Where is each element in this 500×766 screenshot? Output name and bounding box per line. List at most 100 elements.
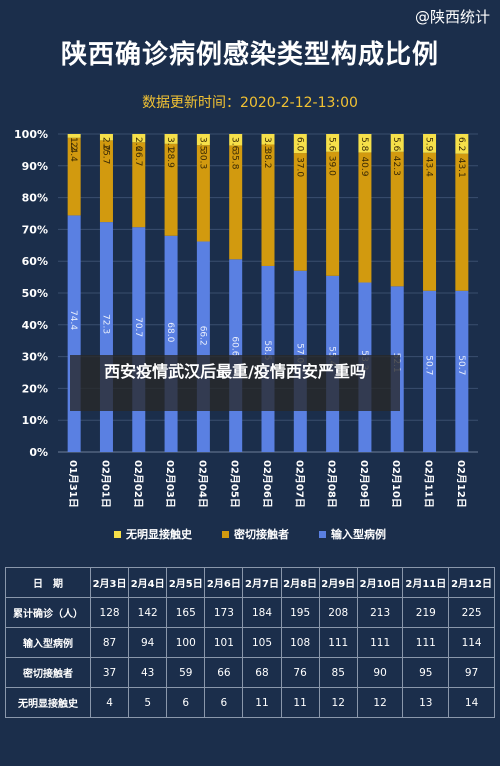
bar-segment-imported [67, 215, 81, 452]
table-cell: 225 [448, 597, 495, 628]
table-date: 2月7日 [242, 567, 282, 598]
y-tick-label: 0% [29, 446, 48, 459]
table-cell: 87 [89, 627, 130, 658]
bar-segment-imported [455, 290, 469, 452]
value-label-unknown: 6.2 [456, 137, 466, 151]
table-cell: 100 [166, 627, 206, 658]
y-tick-label: 10% [22, 414, 48, 427]
x-tick-label: 02月02日 [132, 460, 144, 508]
value-label-imported: 60.6 [230, 336, 240, 356]
value-label-unknown: 5.6 [327, 137, 337, 152]
value-label-unknown: 3.5 [197, 137, 207, 151]
bar-segment-unknown [99, 134, 113, 141]
legend-label-close-contact: 密切接触者 [234, 528, 289, 541]
value-label-unknown: 3.1 [165, 137, 175, 151]
table-cell: 12 [318, 687, 358, 718]
table-cell: 59 [166, 657, 206, 688]
table-cell: 128 [89, 597, 130, 628]
value-label-close-contact: 38.2 [262, 148, 272, 168]
table-cell: 184 [242, 597, 282, 628]
chart-title: 陕西确诊病例感染类型构成比例 [60, 40, 439, 70]
x-tick-label: 02月03日 [164, 460, 176, 508]
table-date: 2月5日 [166, 567, 206, 598]
value-label-close-contact: 30.3 [197, 149, 207, 169]
table-row: 无明显接触史 4 5 6 6 11 11 12 12 13 14 [5, 687, 495, 718]
table-cell: 6 [204, 687, 244, 718]
y-tick-label: 70% [22, 223, 48, 236]
bar-segment-unknown [164, 134, 178, 144]
table-cell: 90 [356, 657, 404, 688]
bar-segment-unknown [67, 134, 81, 138]
table-cell: 108 [280, 627, 320, 658]
y-tick-label: 90% [22, 160, 48, 173]
table-cell: 11 [280, 687, 320, 718]
table-corner: 日 期 [5, 567, 91, 598]
value-label-close-contact: 35.8 [230, 149, 240, 169]
legend-label-imported: 输入型病例 [331, 528, 386, 541]
stats-table: 日 期 2月3日 2月4日 2月5日 2月6日 2月7日 2月8日 2月9日 2… [5, 567, 495, 718]
value-label-unknown: 1.2 [68, 137, 78, 151]
x-tick-label: 02月06日 [261, 460, 273, 508]
table-cell: 37 [89, 657, 130, 688]
x-tick-label: 02月12日 [455, 460, 467, 508]
legend: 无明显接触史 密切接触者 输入型病例 [0, 526, 500, 542]
table-cell: 111 [402, 627, 450, 658]
table-date: 2月4日 [128, 567, 168, 598]
bar-segment-close-contact [67, 137, 81, 216]
table-cell: 105 [242, 627, 282, 658]
x-tick-label: 02月10日 [390, 460, 402, 508]
bar-segment-unknown [229, 134, 243, 146]
bar-segment-imported [423, 290, 437, 452]
stacked-bar-chart: 0% 10% 20% 30% 40% 50% 60% 70% 80% 90% 100% 01月31日… [14, 128, 478, 508]
value-label-close-contact: 37.0 [294, 157, 304, 177]
bar-segment-imported [132, 227, 146, 452]
bar-segment-close-contact [164, 143, 178, 236]
table-cell: 165 [166, 597, 206, 628]
bar-segment-close-contact [132, 142, 146, 228]
table-cell: 66 [204, 657, 244, 688]
overlay-banner[interactable]: 西安疫情武汉后最重/疫情西安严重吗 [70, 355, 400, 411]
table-cell: 95 [402, 657, 450, 688]
x-tick-label: 02月09日 [358, 460, 370, 508]
x-tick-label: 01月31日 [67, 460, 79, 508]
value-label-unknown: 2.6 [133, 137, 143, 152]
bar-segment-close-contact [358, 152, 372, 283]
value-label-imported: 50.7 [424, 355, 434, 375]
table-cell: 173 [204, 597, 244, 628]
watermark: @陕西统计 [414, 8, 490, 26]
x-tick-label: 02月11日 [423, 460, 435, 508]
table-cell: 94 [128, 627, 168, 658]
legend-label-unknown: 无明显接触史 [126, 528, 192, 541]
table-cell: 43 [128, 657, 168, 688]
table-header-row: 日 期 2月3日 2月4日 2月5日 2月6日 2月7日 2月8日 2月9日 2… [5, 567, 495, 598]
bar-segment-unknown [423, 134, 437, 153]
y-tick-label: 30% [22, 351, 48, 364]
bar-segment-unknown [358, 134, 372, 153]
value-label-close-contact: 25.7 [100, 144, 110, 164]
value-label-imported: 57.0 [294, 343, 304, 363]
y-tick-label: 20% [22, 382, 48, 395]
x-tick-label: 02月01日 [99, 460, 111, 508]
table-cell: 5 [128, 687, 168, 718]
value-label-imported: 68.0 [165, 322, 175, 342]
table-date: 2月11日 [402, 567, 450, 598]
value-label-unknown: 3.6 [230, 137, 240, 152]
value-label-unknown: 2.0 [100, 137, 110, 152]
y-tick-label: 100% [14, 128, 48, 141]
legend-swatch-close-contact [222, 530, 229, 538]
y-tick-label: 80% [22, 192, 48, 205]
legend-item-imported: 输入型病例 [319, 526, 386, 542]
table-cell: 85 [318, 657, 358, 688]
y-tick-label: 60% [22, 255, 48, 268]
y-tick-label: 50% [22, 287, 48, 300]
legend-item-close-contact: 密切接触者 [222, 526, 289, 542]
row-label: 无明显接触史 [5, 687, 91, 718]
value-label-close-contact: 28.9 [165, 148, 175, 168]
table-cell: 111 [318, 627, 358, 658]
table-date: 2月9日 [318, 567, 358, 598]
row-label: 密切接触者 [5, 657, 91, 688]
y-tick-label: 40% [22, 319, 48, 332]
value-label-imported: 74.4 [68, 310, 78, 330]
x-tick-label: 02月05日 [229, 460, 241, 508]
table-cell: 68 [242, 657, 282, 688]
